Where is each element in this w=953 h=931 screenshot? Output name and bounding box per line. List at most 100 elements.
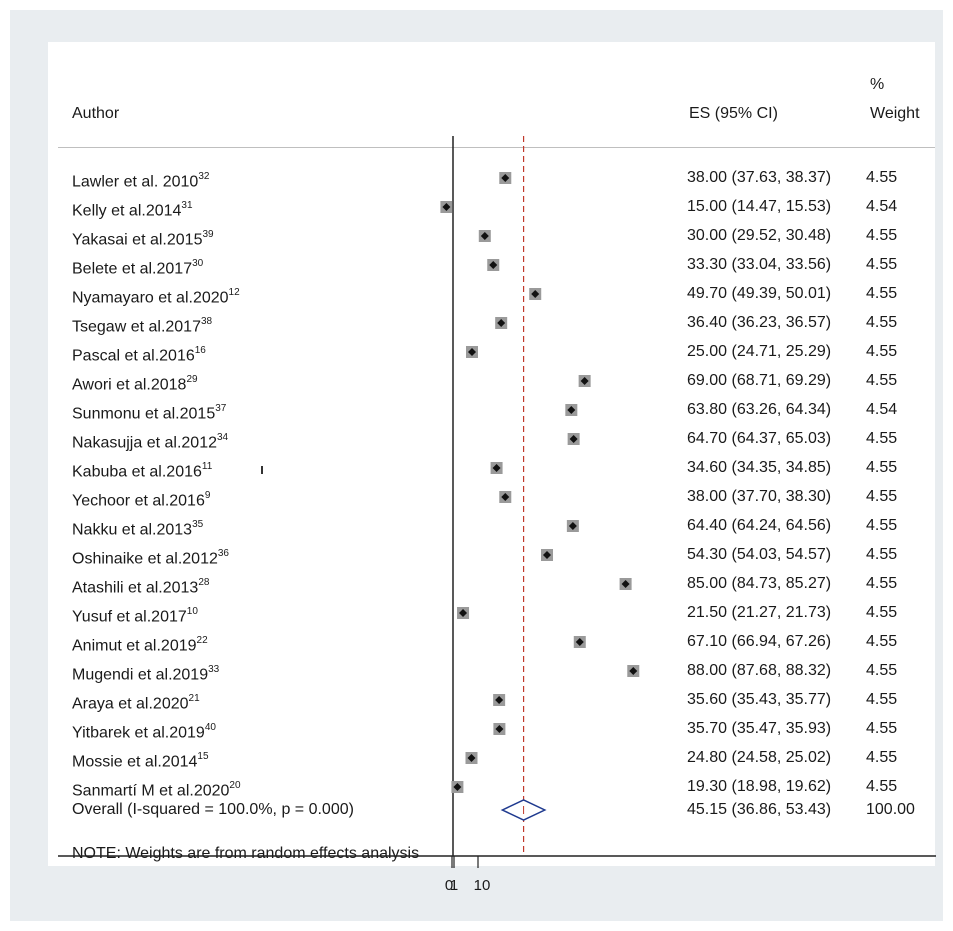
study-author-name: Nakasujja et al.2012 — [72, 434, 217, 452]
study-point-marker — [453, 783, 462, 791]
study-weight: 4.55 — [866, 633, 898, 650]
overall-weight: 100.00 — [866, 801, 915, 818]
study-reference: 33 — [208, 664, 220, 675]
study-author-name: Mossie et al.2014 — [72, 753, 198, 771]
study-point-marker — [480, 232, 489, 240]
study-author-name: Yakasai et al.2015 — [72, 231, 203, 249]
study-weight: 4.55 — [866, 778, 898, 795]
study-weight: 4.55 — [866, 169, 898, 186]
study-ci: 67.10 (66.94, 67.26) — [687, 633, 832, 650]
study-weight: 4.55 — [866, 343, 898, 360]
study-ci: 30.00 (29.52, 30.48) — [687, 227, 832, 244]
study-ci: 19.30 (18.98, 19.62) — [687, 778, 832, 795]
study-point-marker — [501, 174, 510, 182]
study-point-marker — [492, 464, 501, 472]
study-reference: 16 — [194, 345, 206, 356]
header-author: Author — [72, 105, 120, 122]
study-point-marker — [580, 377, 589, 385]
study-author-name: Oshinaike et al.2012 — [72, 550, 218, 568]
study-author: Kabuba et al.201611 — [72, 459, 212, 481]
study-author-name: Awori et al.2018 — [72, 376, 187, 394]
study-author-name: Yitbarek et al.2019 — [72, 724, 205, 742]
study-author: Awori et al.201829 — [72, 372, 198, 394]
forest-plot-panel: Author ES (95% CI) % Weight Lawler et al… — [48, 42, 935, 866]
study-reference: 11 — [201, 461, 213, 472]
study-author-name: Mugendi et al.2019 — [72, 666, 209, 684]
study-weight: 4.55 — [866, 488, 898, 505]
study-author: Araya et al.202021 — [72, 691, 200, 713]
study-author: Sanmartí M et al.202020 — [72, 778, 241, 800]
study-author-name: Nyamayaro et al.2020 — [72, 289, 229, 307]
study-author: Tsegaw et al.201738 — [72, 314, 212, 336]
study-weight: 4.55 — [866, 314, 898, 331]
study-ci: 64.40 (64.24, 64.56) — [687, 517, 832, 534]
study-weight: 4.55 — [866, 285, 898, 302]
study-author: Sunmonu et al.201537 — [72, 401, 226, 423]
study-point-marker — [489, 261, 498, 269]
study-author: Atashili et al.201328 — [72, 575, 209, 597]
study-weight: 4.55 — [866, 575, 898, 592]
study-point-marker — [495, 696, 504, 704]
study-weight: 4.55 — [866, 430, 898, 447]
study-ci: 35.70 (35.47, 35.93) — [687, 720, 832, 737]
study-point-marker — [497, 319, 506, 327]
x-axis-tick-label: 10 — [474, 877, 491, 894]
study-reference: 32 — [198, 171, 210, 182]
study-ci: 15.00 (14.47, 15.53) — [687, 198, 832, 215]
study-author: Nyamayaro et al.202012 — [72, 285, 240, 307]
study-weight: 4.55 — [866, 459, 898, 476]
figure-background: Author ES (95% CI) % Weight Lawler et al… — [10, 10, 943, 921]
study-reference: 37 — [215, 403, 227, 414]
study-reference: 35 — [192, 519, 204, 530]
study-weight: 4.55 — [866, 546, 898, 563]
study-ci: 24.80 (24.58, 25.02) — [687, 749, 832, 766]
study-author-name: Araya et al.2020 — [72, 695, 189, 713]
study-author: Lawler et al. 201032 — [72, 169, 209, 191]
study-weight: 4.55 — [866, 227, 898, 244]
study-author-name: Belete et al.2017 — [72, 260, 193, 278]
x-axis-ticks: 01 10 — [445, 856, 491, 894]
study-author: Nakasujja et al.201234 — [72, 430, 228, 452]
study-ci: 69.00 (68.71, 69.29) — [687, 372, 832, 389]
study-weight: 4.55 — [866, 372, 898, 389]
overall-label: Overall (I-squared = 100.0%, p = 0.000) — [72, 801, 354, 818]
study-author: Yusuf et al.201710 — [72, 604, 198, 626]
study-author-name: Yusuf et al.2017 — [72, 608, 187, 626]
study-point-marker — [621, 580, 630, 588]
study-author-name: Yechoor et al.2016 — [72, 492, 205, 510]
study-ci: 25.00 (24.71, 25.29) — [687, 343, 832, 360]
study-ci: 33.30 (33.04, 33.56) — [687, 256, 832, 273]
study-ci: 38.00 (37.70, 38.30) — [687, 488, 832, 505]
study-author: Belete et al.201730 — [72, 256, 203, 278]
study-weight: 4.55 — [866, 517, 898, 534]
study-author: Oshinaike et al.201236 — [72, 546, 229, 568]
study-ci: 63.80 (63.26, 64.34) — [687, 401, 832, 418]
study-reference: 21 — [188, 693, 200, 704]
study-author: Animut et al.201922 — [72, 633, 208, 655]
study-point-marker — [543, 551, 552, 559]
study-point-marker — [567, 406, 576, 414]
study-ci: 88.00 (87.68, 88.32) — [687, 662, 832, 679]
header-weight-percent: % — [870, 76, 885, 93]
header-divider — [58, 147, 935, 148]
study-author-name: Animut et al.2019 — [72, 637, 197, 655]
forest-plot-svg: 01 10 — [58, 136, 936, 894]
study-point-marker — [569, 435, 578, 443]
study-weight: 4.55 — [866, 662, 898, 679]
x-axis-tick-label: 1 — [450, 877, 458, 894]
study-markers — [440, 172, 640, 793]
study-point-marker — [459, 609, 468, 617]
study-ci: 38.00 (37.63, 38.37) — [687, 169, 832, 186]
study-reference: 20 — [229, 780, 241, 791]
study-author-name: Nakku et al.2013 — [72, 521, 193, 539]
study-point-marker — [468, 348, 476, 356]
study-point-marker — [442, 203, 451, 211]
study-point-marker — [495, 725, 504, 733]
header-es: ES (95% CI) — [689, 105, 778, 122]
study-point-marker — [531, 290, 540, 298]
study-ci: 54.30 (54.03, 54.57) — [687, 546, 832, 563]
study-point-marker — [467, 754, 476, 762]
study-author-name: Atashili et al.2013 — [72, 579, 199, 597]
study-ci: 85.00 (84.73, 85.27) — [687, 575, 832, 592]
study-weight: 4.55 — [866, 604, 898, 621]
